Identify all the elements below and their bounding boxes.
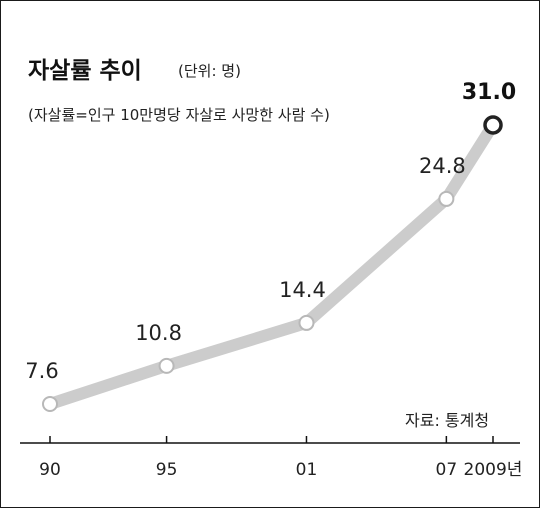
x-tick-label-4: 07 <box>436 460 458 480</box>
chart-title: 자살률 추이 <box>28 58 142 84</box>
source-note: 자료: 통계청 <box>405 411 489 430</box>
data-point-2 <box>158 357 175 374</box>
x-ticks: 90 95 01 07 2009년 <box>39 436 522 480</box>
x-tick-label-1: 90 <box>39 460 61 480</box>
data-label-4: 24.8 <box>419 154 466 178</box>
data-points <box>42 115 503 412</box>
chart-subtitle: (자살률=인구 10만명당 자살로 사망한 사람 수) <box>28 106 330 124</box>
data-point-3 <box>298 314 315 331</box>
unit-note: (단위: 명) <box>178 62 241 80</box>
x-tick-label-5: 2009년 <box>464 460 523 480</box>
x-tick-label-2: 95 <box>156 460 178 480</box>
data-point-1 <box>42 396 58 412</box>
data-label-3: 14.4 <box>279 278 326 302</box>
data-label-5: 31.0 <box>462 80 516 105</box>
data-labels: 7.6 10.8 14.4 24.8 31.0 <box>25 80 516 383</box>
data-label-2: 10.8 <box>135 321 182 345</box>
x-tick-label-3: 01 <box>296 460 318 480</box>
data-point-5 <box>483 115 503 135</box>
data-label-1: 7.6 <box>25 359 58 383</box>
data-point-4 <box>438 190 455 207</box>
